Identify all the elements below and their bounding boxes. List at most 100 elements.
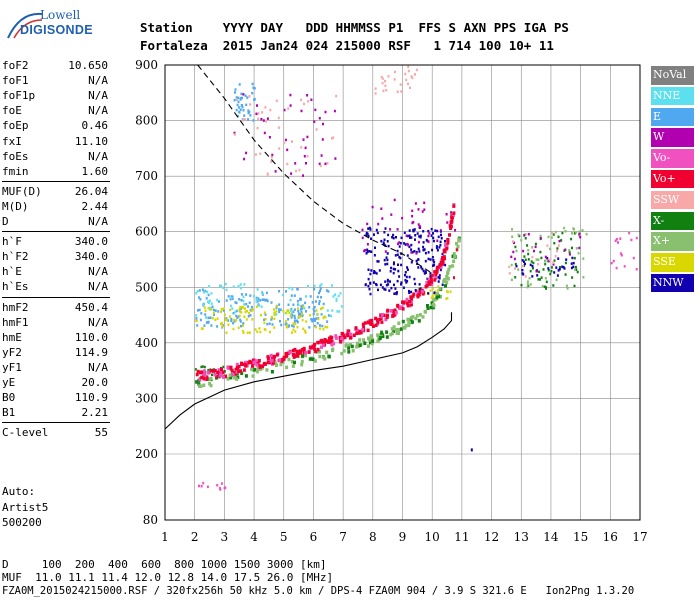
data-point <box>449 224 453 229</box>
data-point <box>324 315 327 319</box>
data-point <box>404 72 407 76</box>
data-point <box>545 287 547 290</box>
data-point <box>446 221 449 224</box>
param-row: foEs N/A <box>2 149 108 164</box>
data-point <box>384 227 387 230</box>
data-point <box>207 301 210 305</box>
data-point <box>551 231 554 235</box>
data-point <box>297 312 300 315</box>
data-point <box>247 305 249 308</box>
data-point <box>246 309 248 313</box>
data-point <box>287 318 290 321</box>
data-point <box>384 263 387 266</box>
data-point <box>273 313 276 317</box>
data-point <box>352 333 356 337</box>
data-point <box>446 241 450 245</box>
data-point <box>564 248 567 251</box>
data-point <box>531 255 534 259</box>
data-point <box>620 254 623 257</box>
data-point <box>319 287 322 291</box>
data-point <box>425 284 429 288</box>
data-point <box>612 259 615 263</box>
data-point <box>325 350 329 355</box>
data-point <box>212 311 215 315</box>
data-point <box>406 317 410 322</box>
data-point <box>242 295 245 298</box>
data-point <box>539 278 542 281</box>
data-point <box>527 249 530 252</box>
data-point <box>242 324 244 327</box>
data-point <box>232 327 235 331</box>
data-point <box>369 334 373 338</box>
data-point <box>579 235 582 239</box>
data-point <box>318 162 321 166</box>
data-point <box>404 271 407 274</box>
data-point <box>530 260 533 263</box>
data-point <box>405 78 408 82</box>
data-point <box>364 249 367 252</box>
legend-item: NNE <box>651 86 694 106</box>
data-point <box>408 229 411 232</box>
data-point <box>414 282 417 286</box>
data-point <box>575 247 578 250</box>
data-point <box>531 275 534 278</box>
data-point <box>389 309 393 313</box>
data-point <box>322 302 325 306</box>
y-tick-label: 80 <box>143 513 158 527</box>
data-point <box>537 278 540 281</box>
data-point <box>512 250 515 254</box>
data-point <box>537 263 540 266</box>
data-point <box>288 286 291 290</box>
data-point <box>238 106 241 109</box>
data-point <box>210 292 213 295</box>
data-point <box>435 292 439 296</box>
data-point <box>225 331 228 334</box>
data-point <box>255 296 258 300</box>
data-point <box>332 136 335 139</box>
data-point <box>315 309 318 312</box>
legend-item: E <box>651 107 694 127</box>
data-point <box>378 336 382 340</box>
data-point <box>223 370 226 373</box>
param-name: C-level <box>2 426 49 440</box>
data-point <box>423 272 426 275</box>
data-point <box>430 282 434 287</box>
data-point <box>436 239 439 242</box>
data-point <box>313 305 316 309</box>
data-point <box>242 331 245 334</box>
data-point <box>293 308 296 311</box>
data-point <box>565 284 568 288</box>
data-point <box>319 327 321 330</box>
logo-line2: DIGISONDE <box>20 23 93 37</box>
x-tick-label: 9 <box>399 530 407 544</box>
data-point <box>285 365 289 370</box>
data-point <box>635 268 638 271</box>
data-point <box>376 260 379 263</box>
data-point <box>407 65 410 69</box>
data-point <box>402 326 406 330</box>
data-point <box>207 321 210 324</box>
legend-item: Vo- <box>651 149 694 168</box>
data-point <box>515 264 518 268</box>
data-point <box>557 244 560 247</box>
data-point <box>257 112 260 115</box>
data-point <box>313 359 317 363</box>
data-point <box>347 329 351 333</box>
data-point <box>243 315 246 318</box>
data-point <box>432 304 436 308</box>
data-point <box>394 268 397 271</box>
data-point <box>559 266 562 269</box>
data-point <box>526 283 529 286</box>
data-point <box>397 331 400 335</box>
data-point <box>287 107 290 110</box>
data-point <box>207 368 210 372</box>
data-point <box>437 235 440 239</box>
data-point <box>241 119 244 122</box>
data-point <box>362 325 366 330</box>
data-point <box>393 313 397 317</box>
data-point <box>229 308 232 312</box>
data-point <box>302 138 305 141</box>
data-point <box>284 320 287 323</box>
data-point <box>288 311 291 315</box>
data-point <box>380 207 383 210</box>
